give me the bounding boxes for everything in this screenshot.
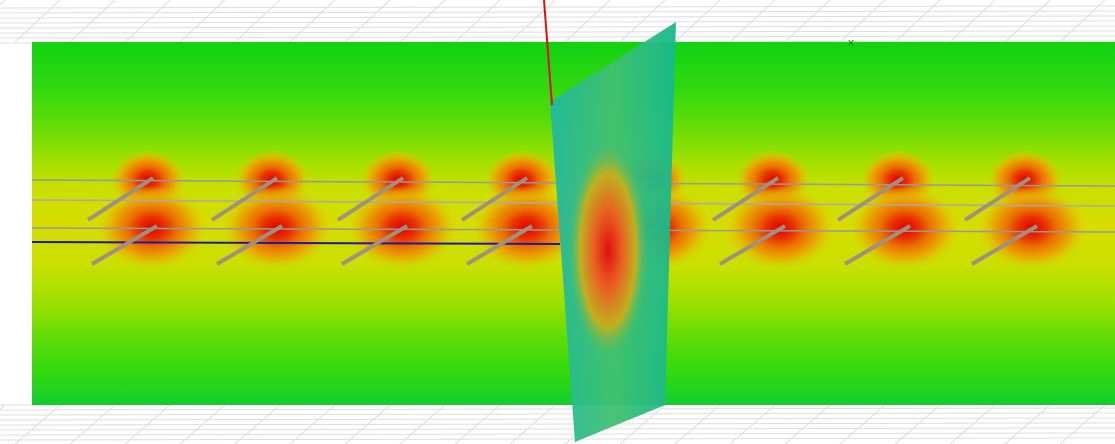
grid-line [235,0,280,42]
field-plot-view: x [0,0,1115,444]
grid-line [0,423,1115,425]
grid-line [345,0,390,42]
grid-line [0,36,1115,38]
axis-label: x [848,36,855,49]
grid-line [15,0,60,42]
page: x (() => { const data = JSON.parse(docum… [0,0,1115,444]
grid-line [125,0,170,42]
grid-line [0,11,1115,13]
grid-line [0,413,1115,415]
grid-line [455,0,500,42]
grid-line [0,21,1115,23]
cut-plane-hotspot [568,140,648,360]
grid-line [0,418,1115,420]
grid-line [180,0,225,42]
grid-line [0,438,1115,440]
grid-line [0,428,1115,430]
grid-line [400,0,445,42]
grid-line [0,433,1115,435]
grid-line [0,26,1115,28]
grid-line [565,0,610,42]
grid-line [290,0,335,42]
grid-line [0,6,1115,8]
grid-line [0,16,1115,18]
grid-line [675,405,720,444]
grid-line [70,0,115,42]
grid-line [0,31,1115,33]
grid-line [0,408,1115,410]
grid-line [0,0,5,42]
grid-line [510,0,555,42]
